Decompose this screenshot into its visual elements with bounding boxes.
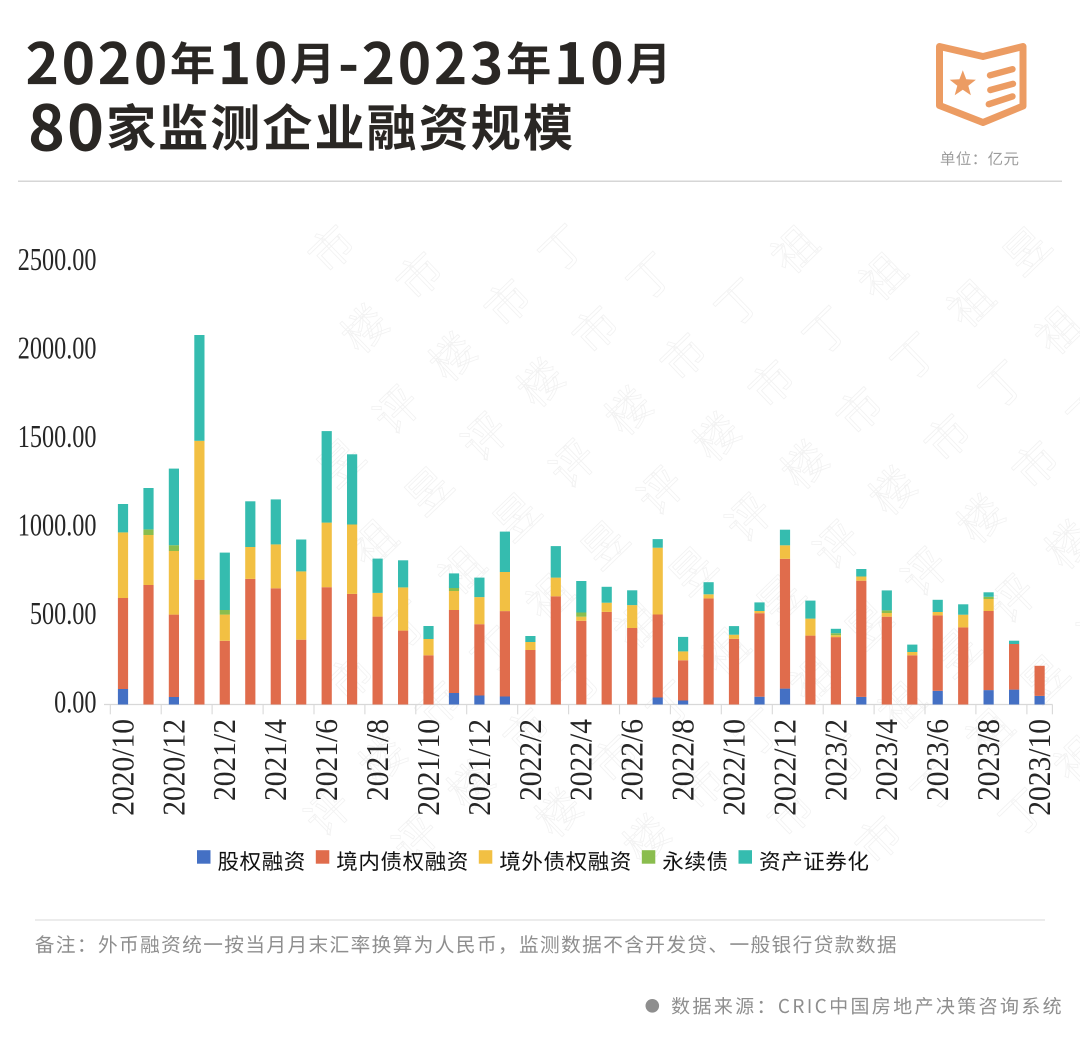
svg-text:1500.00: 1500.00 (18, 420, 97, 455)
svg-text:2022/4: 2022/4 (564, 719, 599, 801)
svg-text:2021/6: 2021/6 (309, 719, 344, 801)
svg-text:2020/10: 2020/10 (106, 719, 141, 816)
svg-text:0.00: 0.00 (54, 686, 96, 721)
svg-text:1000.00: 1000.00 (18, 509, 97, 544)
svg-text:2020/12: 2020/12 (156, 719, 191, 816)
svg-text:2000.00: 2000.00 (18, 332, 97, 367)
svg-text:2021/2: 2021/2 (207, 719, 242, 801)
svg-text:2022/12: 2022/12 (768, 719, 803, 816)
svg-text:2022/8: 2022/8 (666, 719, 701, 801)
svg-text:2023/8: 2023/8 (971, 719, 1006, 801)
svg-text:2022/10: 2022/10 (717, 719, 752, 816)
svg-text:2022/2: 2022/2 (513, 719, 548, 801)
svg-text:500.00: 500.00 (30, 597, 97, 632)
svg-text:2022/6: 2022/6 (615, 719, 650, 801)
svg-text:2023/2: 2023/2 (818, 719, 853, 801)
svg-text:2023/10: 2023/10 (1022, 719, 1057, 816)
svg-text:2500.00: 2500.00 (18, 243, 97, 278)
svg-text:2021/8: 2021/8 (360, 719, 395, 801)
svg-text:2023/6: 2023/6 (920, 719, 955, 801)
svg-text:2021/4: 2021/4 (258, 719, 293, 801)
svg-text:2021/12: 2021/12 (462, 719, 497, 816)
svg-text:2023/4: 2023/4 (869, 719, 904, 801)
svg-text:2021/10: 2021/10 (411, 719, 446, 816)
